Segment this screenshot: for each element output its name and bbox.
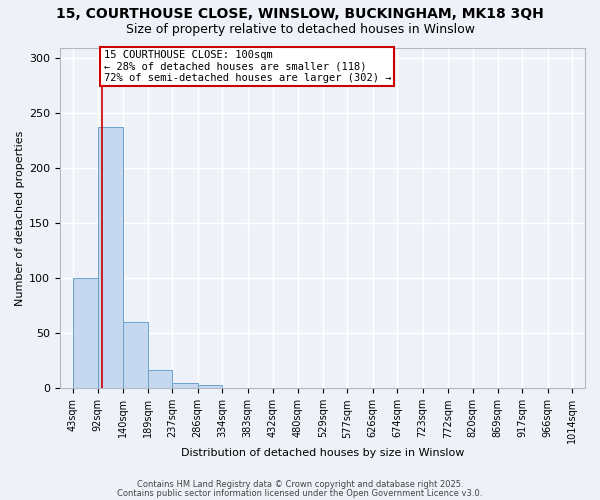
Bar: [73, 278, 98, 388]
Text: Size of property relative to detached houses in Winslow: Size of property relative to detached ho…: [125, 22, 475, 36]
Bar: [98, 126, 122, 388]
Text: Contains HM Land Registry data © Crown copyright and database right 2025.: Contains HM Land Registry data © Crown c…: [137, 480, 463, 489]
X-axis label: Distribution of detached houses by size in Winslow: Distribution of detached houses by size …: [181, 448, 464, 458]
Text: Contains public sector information licensed under the Open Government Licence v3: Contains public sector information licen…: [118, 490, 482, 498]
Y-axis label: Number of detached properties: Number of detached properties: [15, 130, 25, 306]
Text: 15 COURTHOUSE CLOSE: 100sqm
← 28% of detached houses are smaller (118)
72% of se: 15 COURTHOUSE CLOSE: 100sqm ← 28% of det…: [104, 50, 391, 83]
Bar: [197, 385, 223, 388]
Bar: [172, 383, 197, 388]
Text: 15, COURTHOUSE CLOSE, WINSLOW, BUCKINGHAM, MK18 3QH: 15, COURTHOUSE CLOSE, WINSLOW, BUCKINGHA…: [56, 8, 544, 22]
Bar: [122, 322, 148, 388]
Bar: [148, 370, 172, 388]
